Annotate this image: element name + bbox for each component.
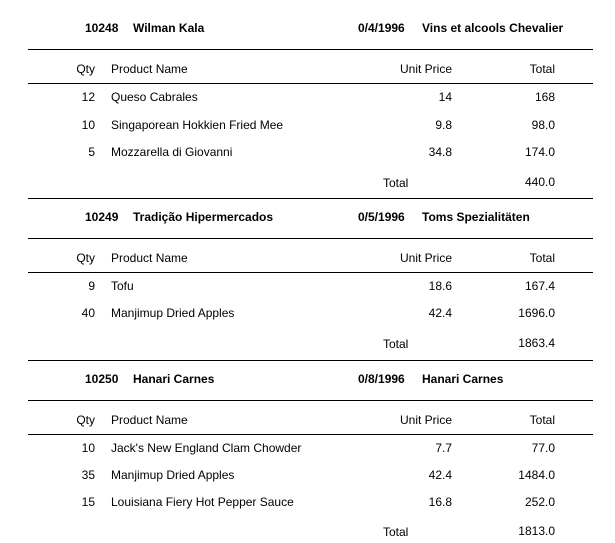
item-product: Mozzarella di Giovanni — [111, 145, 233, 159]
item-qty: 10 — [81, 441, 95, 455]
order-date: 0/4/1996 — [358, 21, 405, 35]
header-qty: Qty — [76, 413, 95, 427]
customer-name: Hanari Carnes — [133, 372, 215, 386]
order-id: 10248 — [85, 21, 119, 35]
item-unit-price: 42.4 — [428, 306, 452, 320]
item-product: Queso Cabrales — [111, 90, 198, 104]
header-product: Product Name — [111, 251, 188, 265]
item-product: Manjimup Dried Apples — [111, 468, 235, 482]
header-unit-price: Unit Price — [399, 413, 452, 427]
header-unit-price: Unit Price — [399, 62, 452, 76]
item-unit-price: 34.8 — [428, 145, 452, 159]
order-date: 0/8/1996 — [358, 372, 405, 386]
item-unit-price: 9.8 — [435, 118, 452, 132]
item-product: Tofu — [111, 279, 134, 293]
divider — [28, 360, 593, 361]
item-product: Manjimup Dried Apples — [111, 306, 235, 320]
divider — [28, 434, 593, 435]
divider — [28, 83, 593, 84]
item-unit-price: 18.6 — [428, 279, 452, 293]
item-product: Jack's New England Clam Chowder — [111, 441, 302, 455]
item-qty: 12 — [81, 90, 95, 104]
item-total: 1484.0 — [518, 468, 555, 482]
item-qty: 9 — [88, 279, 95, 293]
header-qty: Qty — [76, 251, 95, 265]
item-unit-price: 42.4 — [428, 468, 452, 482]
ship-name: Hanari Carnes — [422, 372, 504, 386]
header-total: Total — [529, 413, 555, 427]
order-total-label: Total — [383, 525, 409, 539]
item-total: 1696.0 — [518, 306, 555, 320]
ship-name: Toms Spezialitäten — [422, 210, 530, 224]
item-total: 167.4 — [524, 279, 555, 293]
divider — [28, 49, 593, 50]
order-id: 10250 — [85, 372, 119, 386]
item-total: 174.0 — [524, 145, 555, 159]
divider — [28, 400, 593, 401]
item-qty: 10 — [81, 118, 95, 132]
order-date: 0/5/1996 — [358, 210, 405, 224]
ship-name: Vins et alcools Chevalier — [422, 21, 564, 35]
order-total-value: 440.0 — [524, 175, 555, 189]
order-total-value: 1863.4 — [518, 336, 555, 350]
divider — [28, 272, 593, 273]
item-qty: 40 — [81, 306, 95, 320]
order-total-label: Total — [383, 337, 409, 351]
item-unit-price: 14 — [438, 90, 452, 104]
order-total-value: 1813.0 — [518, 524, 555, 538]
header-total: Total — [529, 62, 555, 76]
item-product: Singaporean Hokkien Fried Mee — [111, 118, 284, 132]
header-qty: Qty — [76, 62, 95, 76]
order-total-label: Total — [383, 176, 409, 190]
customer-name: Tradição Hipermercados — [133, 210, 274, 224]
item-qty: 15 — [81, 495, 95, 509]
header-product: Product Name — [111, 62, 188, 76]
item-product: Louisiana Fiery Hot Pepper Sauce — [111, 495, 294, 509]
order-id: 10249 — [85, 210, 119, 224]
divider — [28, 238, 593, 239]
item-total: 77.0 — [531, 441, 555, 455]
header-unit-price: Unit Price — [399, 251, 452, 265]
item-qty: 35 — [81, 468, 95, 482]
header-total: Total — [529, 251, 555, 265]
header-product: Product Name — [111, 413, 188, 427]
item-unit-price: 16.8 — [428, 495, 452, 509]
item-total: 168 — [534, 90, 555, 104]
divider — [28, 198, 593, 199]
item-unit-price: 7.7 — [435, 441, 452, 455]
customer-name: Wilman Kala — [133, 21, 205, 35]
item-total: 98.0 — [531, 118, 555, 132]
item-qty: 5 — [88, 145, 95, 159]
item-total: 252.0 — [524, 495, 555, 509]
